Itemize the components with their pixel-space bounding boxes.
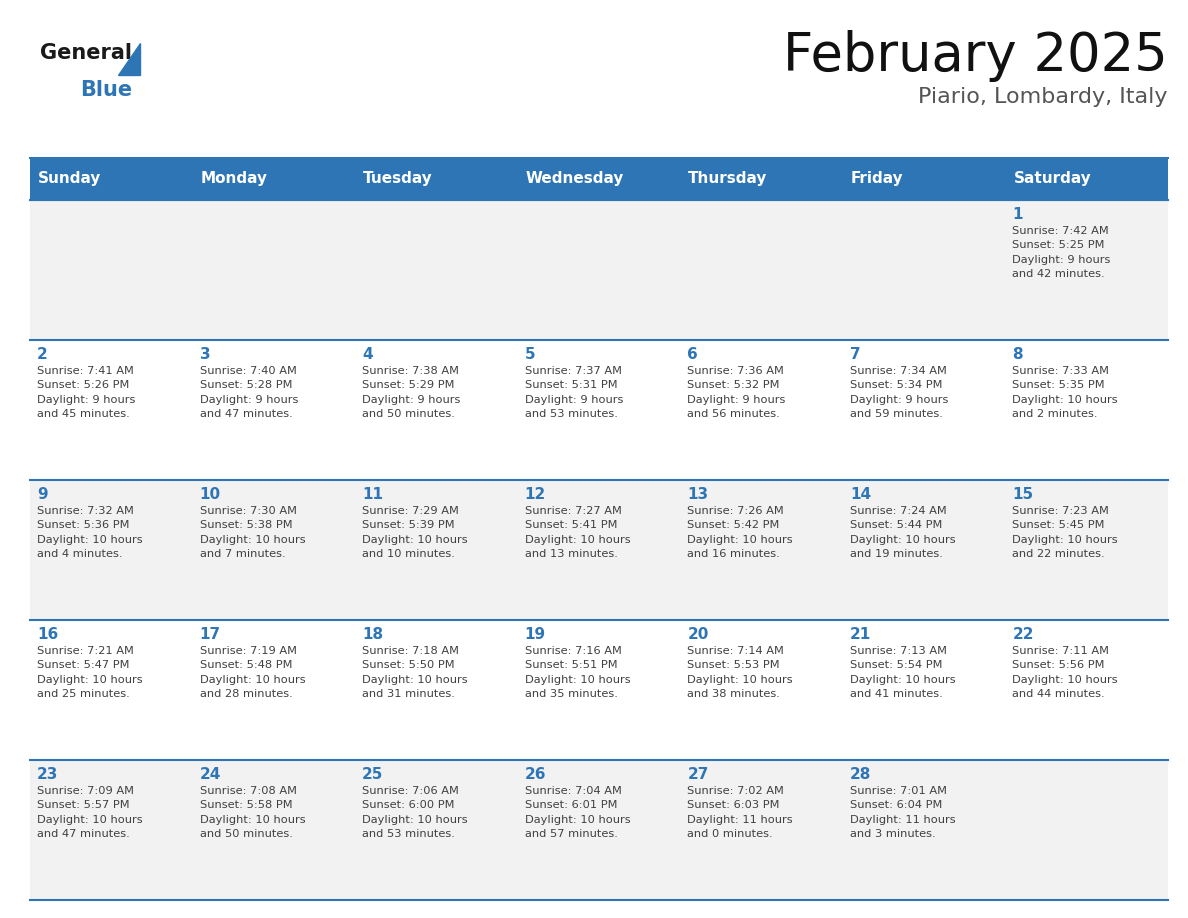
Bar xyxy=(30,200,1168,340)
Text: 13: 13 xyxy=(688,487,708,502)
Text: 9: 9 xyxy=(37,487,48,502)
Text: Sunrise: 7:01 AM
Sunset: 6:04 PM
Daylight: 11 hours
and 3 minutes.: Sunrise: 7:01 AM Sunset: 6:04 PM Dayligh… xyxy=(849,786,955,839)
Text: 19: 19 xyxy=(525,627,545,642)
Text: Sunrise: 7:24 AM
Sunset: 5:44 PM
Daylight: 10 hours
and 19 minutes.: Sunrise: 7:24 AM Sunset: 5:44 PM Dayligh… xyxy=(849,506,955,559)
Text: 10: 10 xyxy=(200,487,221,502)
Text: Sunrise: 7:08 AM
Sunset: 5:58 PM
Daylight: 10 hours
and 50 minutes.: Sunrise: 7:08 AM Sunset: 5:58 PM Dayligh… xyxy=(200,786,305,839)
Text: Sunrise: 7:38 AM
Sunset: 5:29 PM
Daylight: 9 hours
and 50 minutes.: Sunrise: 7:38 AM Sunset: 5:29 PM Dayligh… xyxy=(362,366,461,420)
Text: Sunrise: 7:06 AM
Sunset: 6:00 PM
Daylight: 10 hours
and 53 minutes.: Sunrise: 7:06 AM Sunset: 6:00 PM Dayligh… xyxy=(362,786,468,839)
Text: 21: 21 xyxy=(849,627,871,642)
Text: 1: 1 xyxy=(1012,207,1023,222)
Text: Sunrise: 7:33 AM
Sunset: 5:35 PM
Daylight: 10 hours
and 2 minutes.: Sunrise: 7:33 AM Sunset: 5:35 PM Dayligh… xyxy=(1012,366,1118,420)
Text: 6: 6 xyxy=(688,347,699,362)
Text: Sunrise: 7:21 AM
Sunset: 5:47 PM
Daylight: 10 hours
and 25 minutes.: Sunrise: 7:21 AM Sunset: 5:47 PM Dayligh… xyxy=(37,646,143,700)
Text: Sunrise: 7:40 AM
Sunset: 5:28 PM
Daylight: 9 hours
and 47 minutes.: Sunrise: 7:40 AM Sunset: 5:28 PM Dayligh… xyxy=(200,366,298,420)
Text: Piario, Lombardy, Italy: Piario, Lombardy, Italy xyxy=(918,87,1168,107)
Text: Sunrise: 7:29 AM
Sunset: 5:39 PM
Daylight: 10 hours
and 10 minutes.: Sunrise: 7:29 AM Sunset: 5:39 PM Dayligh… xyxy=(362,506,468,559)
Text: 28: 28 xyxy=(849,767,871,782)
Text: Sunrise: 7:36 AM
Sunset: 5:32 PM
Daylight: 9 hours
and 56 minutes.: Sunrise: 7:36 AM Sunset: 5:32 PM Dayligh… xyxy=(688,366,785,420)
Text: Sunrise: 7:37 AM
Sunset: 5:31 PM
Daylight: 9 hours
and 53 minutes.: Sunrise: 7:37 AM Sunset: 5:31 PM Dayligh… xyxy=(525,366,623,420)
Text: Friday: Friday xyxy=(851,172,904,186)
Bar xyxy=(30,340,1168,480)
Text: Sunrise: 7:34 AM
Sunset: 5:34 PM
Daylight: 9 hours
and 59 minutes.: Sunrise: 7:34 AM Sunset: 5:34 PM Dayligh… xyxy=(849,366,948,420)
Polygon shape xyxy=(118,43,140,75)
Bar xyxy=(30,480,1168,620)
Text: Blue: Blue xyxy=(80,80,132,100)
Text: 2: 2 xyxy=(37,347,48,362)
Text: 23: 23 xyxy=(37,767,58,782)
Text: Tuesday: Tuesday xyxy=(364,172,432,186)
Text: 15: 15 xyxy=(1012,487,1034,502)
Text: Sunrise: 7:32 AM
Sunset: 5:36 PM
Daylight: 10 hours
and 4 minutes.: Sunrise: 7:32 AM Sunset: 5:36 PM Dayligh… xyxy=(37,506,143,559)
Text: Sunrise: 7:13 AM
Sunset: 5:54 PM
Daylight: 10 hours
and 41 minutes.: Sunrise: 7:13 AM Sunset: 5:54 PM Dayligh… xyxy=(849,646,955,700)
Text: Sunrise: 7:09 AM
Sunset: 5:57 PM
Daylight: 10 hours
and 47 minutes.: Sunrise: 7:09 AM Sunset: 5:57 PM Dayligh… xyxy=(37,786,143,839)
Text: 27: 27 xyxy=(688,767,709,782)
Text: 20: 20 xyxy=(688,627,709,642)
Bar xyxy=(30,158,1168,200)
Text: 4: 4 xyxy=(362,347,373,362)
Text: Sunrise: 7:14 AM
Sunset: 5:53 PM
Daylight: 10 hours
and 38 minutes.: Sunrise: 7:14 AM Sunset: 5:53 PM Dayligh… xyxy=(688,646,792,700)
Text: Sunrise: 7:04 AM
Sunset: 6:01 PM
Daylight: 10 hours
and 57 minutes.: Sunrise: 7:04 AM Sunset: 6:01 PM Dayligh… xyxy=(525,786,631,839)
Text: 17: 17 xyxy=(200,627,221,642)
Text: 22: 22 xyxy=(1012,627,1034,642)
Text: Sunrise: 7:16 AM
Sunset: 5:51 PM
Daylight: 10 hours
and 35 minutes.: Sunrise: 7:16 AM Sunset: 5:51 PM Dayligh… xyxy=(525,646,631,700)
Text: Monday: Monday xyxy=(201,172,267,186)
Text: General: General xyxy=(40,43,132,63)
Text: 3: 3 xyxy=(200,347,210,362)
Text: Sunrise: 7:42 AM
Sunset: 5:25 PM
Daylight: 9 hours
and 42 minutes.: Sunrise: 7:42 AM Sunset: 5:25 PM Dayligh… xyxy=(1012,226,1111,279)
Text: Sunrise: 7:23 AM
Sunset: 5:45 PM
Daylight: 10 hours
and 22 minutes.: Sunrise: 7:23 AM Sunset: 5:45 PM Dayligh… xyxy=(1012,506,1118,559)
Bar xyxy=(30,620,1168,760)
Text: 24: 24 xyxy=(200,767,221,782)
Text: Sunrise: 7:18 AM
Sunset: 5:50 PM
Daylight: 10 hours
and 31 minutes.: Sunrise: 7:18 AM Sunset: 5:50 PM Dayligh… xyxy=(362,646,468,700)
Text: 25: 25 xyxy=(362,767,384,782)
Bar xyxy=(30,760,1168,900)
Text: Sunday: Sunday xyxy=(38,172,101,186)
Text: 11: 11 xyxy=(362,487,384,502)
Text: 16: 16 xyxy=(37,627,58,642)
Text: 12: 12 xyxy=(525,487,546,502)
Text: 18: 18 xyxy=(362,627,384,642)
Text: Sunrise: 7:26 AM
Sunset: 5:42 PM
Daylight: 10 hours
and 16 minutes.: Sunrise: 7:26 AM Sunset: 5:42 PM Dayligh… xyxy=(688,506,792,559)
Text: Wednesday: Wednesday xyxy=(526,172,624,186)
Text: Sunrise: 7:19 AM
Sunset: 5:48 PM
Daylight: 10 hours
and 28 minutes.: Sunrise: 7:19 AM Sunset: 5:48 PM Dayligh… xyxy=(200,646,305,700)
Text: 7: 7 xyxy=(849,347,860,362)
Text: Thursday: Thursday xyxy=(688,172,767,186)
Text: Sunrise: 7:30 AM
Sunset: 5:38 PM
Daylight: 10 hours
and 7 minutes.: Sunrise: 7:30 AM Sunset: 5:38 PM Dayligh… xyxy=(200,506,305,559)
Text: Sunrise: 7:02 AM
Sunset: 6:03 PM
Daylight: 11 hours
and 0 minutes.: Sunrise: 7:02 AM Sunset: 6:03 PM Dayligh… xyxy=(688,786,792,839)
Text: 26: 26 xyxy=(525,767,546,782)
Text: 5: 5 xyxy=(525,347,536,362)
Text: 8: 8 xyxy=(1012,347,1023,362)
Text: Sunrise: 7:41 AM
Sunset: 5:26 PM
Daylight: 9 hours
and 45 minutes.: Sunrise: 7:41 AM Sunset: 5:26 PM Dayligh… xyxy=(37,366,135,420)
Text: Sunrise: 7:11 AM
Sunset: 5:56 PM
Daylight: 10 hours
and 44 minutes.: Sunrise: 7:11 AM Sunset: 5:56 PM Dayligh… xyxy=(1012,646,1118,700)
Text: February 2025: February 2025 xyxy=(783,30,1168,82)
Text: Sunrise: 7:27 AM
Sunset: 5:41 PM
Daylight: 10 hours
and 13 minutes.: Sunrise: 7:27 AM Sunset: 5:41 PM Dayligh… xyxy=(525,506,631,559)
Text: 14: 14 xyxy=(849,487,871,502)
Text: Saturday: Saturday xyxy=(1013,172,1092,186)
